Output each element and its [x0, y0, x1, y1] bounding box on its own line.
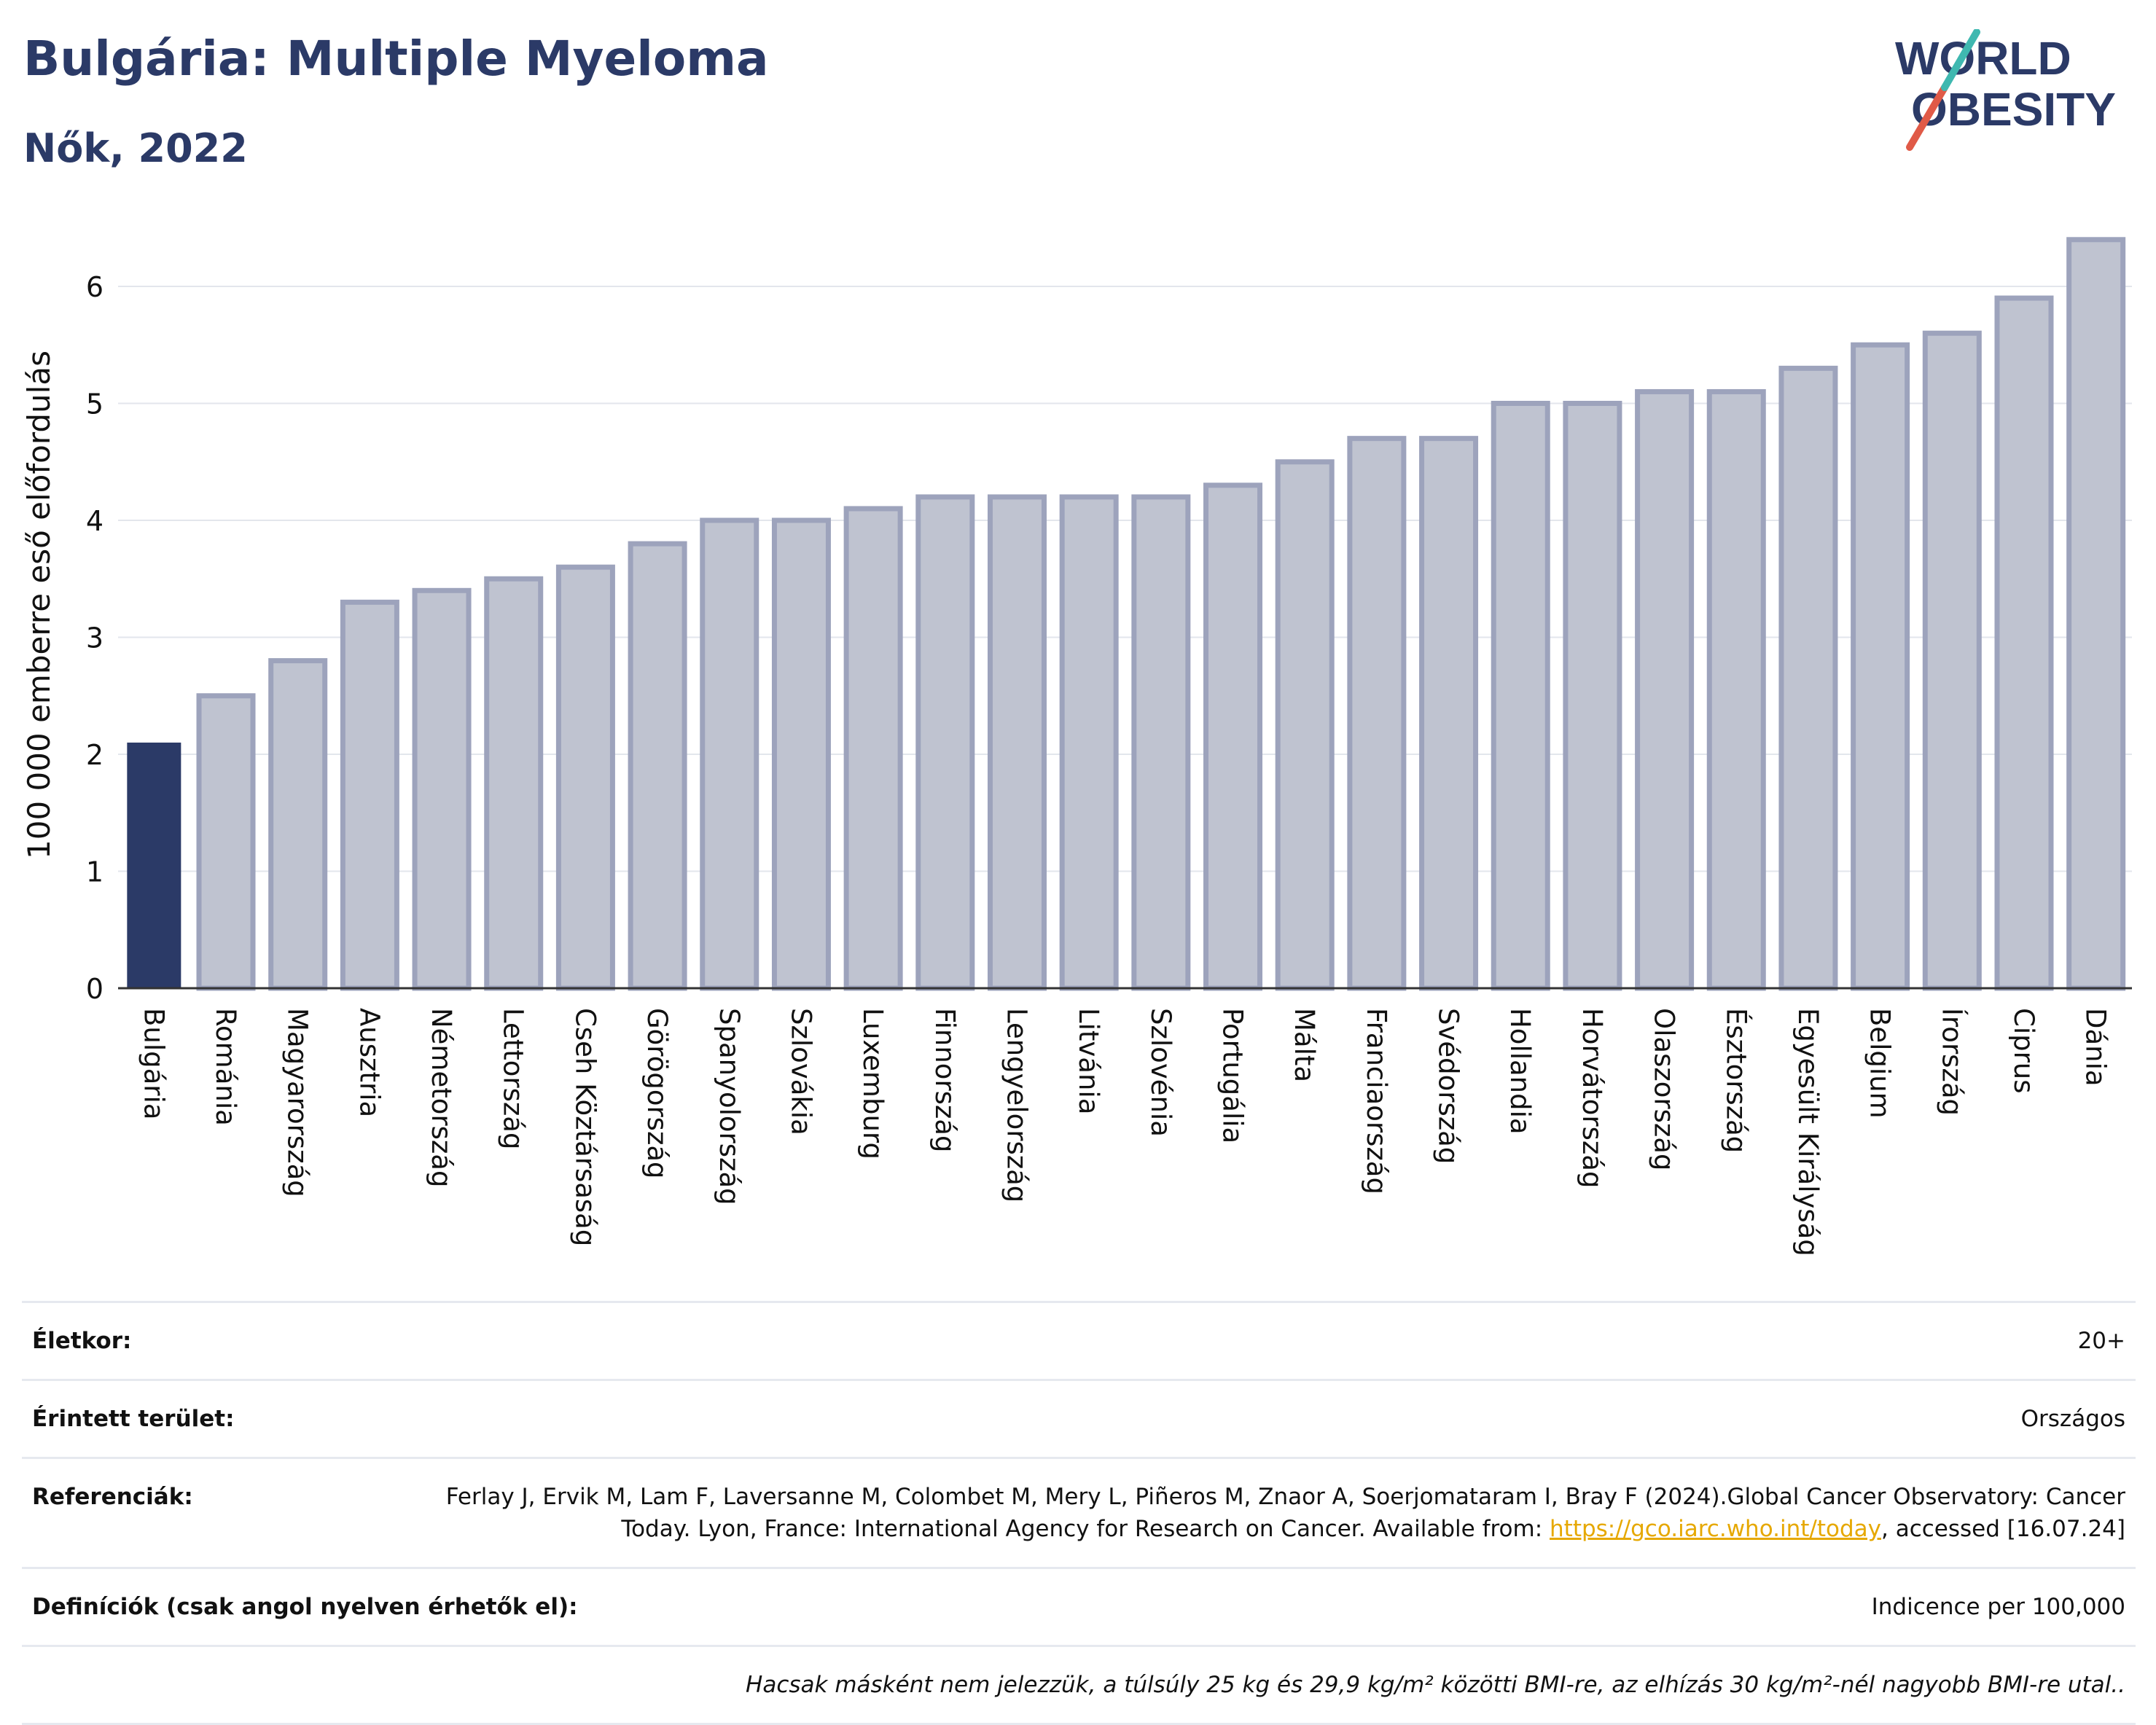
bar-12: [987, 494, 1047, 991]
x-tick-labels: Bulgária Románia Magyarország Ausztria Német…: [138, 1008, 2111, 1256]
bar-10: [843, 506, 903, 991]
bar-3: [340, 599, 399, 991]
x-tick-label: Észtország: [1720, 1008, 1752, 1153]
x-tick-label: Lengyelország: [1001, 1008, 1032, 1202]
bar-16: [1275, 459, 1335, 991]
x-tick-label: Dánia: [2080, 1008, 2112, 1087]
x-tick-label: Románia: [210, 1008, 241, 1126]
bar-14: [1131, 494, 1191, 991]
x-tick-label: Svédország: [1433, 1008, 1464, 1164]
age-label: Életkor:: [32, 1328, 132, 1354]
footnote: Hacsak másként nem jelezzük, a túlsúly 2…: [746, 1672, 2125, 1698]
bar-5: [484, 576, 544, 991]
x-tick-label: Írország: [1936, 1008, 1968, 1116]
age-value: 20+: [2077, 1328, 2125, 1354]
x-tick-label: Finnország: [929, 1008, 961, 1152]
bar-17: [1347, 436, 1407, 991]
bar-15: [1203, 482, 1263, 991]
x-tick-label: Horvátország: [1577, 1008, 1608, 1188]
bar-0: [127, 742, 181, 988]
x-tick-label: Spanyolország: [714, 1008, 745, 1205]
info-row-references: Referenciák: Ferlay J, Ervik M, Lam F, L…: [22, 1457, 2136, 1567]
bar-7: [628, 541, 687, 991]
definitions-value: Indicence per 100,000: [1871, 1594, 2125, 1620]
logo-slash-teal: [1941, 29, 1980, 91]
references-link[interactable]: https://gco.iarc.who.int/today: [1550, 1516, 1881, 1542]
bar-24: [1851, 342, 1910, 991]
y-axis-label: 100 000 emberre eső előfordulás: [21, 351, 57, 859]
bar-13: [1059, 494, 1119, 991]
x-tick-label: Lettország: [498, 1008, 529, 1149]
x-tick-label: Franciaország: [1361, 1008, 1392, 1194]
y-tick-labels: 0 1 2 3 4 5 6: [86, 271, 103, 1005]
y-tick-label: 4: [86, 505, 103, 537]
bar-2: [268, 658, 328, 991]
logo-text-world: WORLD: [1895, 32, 2071, 85]
bar-22: [1706, 388, 1766, 991]
bar-20: [1563, 401, 1622, 991]
x-tick-label: Belgium: [1864, 1008, 1896, 1119]
x-tick-label: Németország: [426, 1008, 457, 1187]
x-tick-label: Egyesült Királyság: [1792, 1008, 1824, 1256]
y-tick-label: 0: [86, 973, 103, 1005]
world-obesity-logo: WORLD OBESITY: [1895, 29, 2116, 151]
references-label: Referenciák:: [32, 1484, 193, 1510]
x-tick-label: Magyarország: [282, 1008, 313, 1197]
bar-chart: 0 1 2 3 4 5 6 Bulgária Románia Magyarország Auszt…: [21, 237, 2132, 1256]
bar-9: [771, 517, 831, 991]
references-text-2: , accessed [16.07.24]: [1880, 1516, 2125, 1542]
bar-6: [555, 564, 615, 991]
info-row-area: Érintett terület: Országos: [22, 1379, 2136, 1457]
bar-4: [412, 587, 472, 991]
x-tick-label: Hollandia: [1504, 1008, 1536, 1135]
references-text-1: Ferlay J, Ervik M, Lam F, Laversanne M, …: [445, 1484, 2125, 1542]
y-tick-label: 3: [86, 622, 103, 654]
y-tick-label: 6: [86, 271, 103, 303]
bar-19: [1491, 401, 1550, 991]
bar-26: [1994, 295, 2054, 991]
bar-25: [1922, 330, 1982, 991]
x-tick-label: Bulgária: [138, 1008, 169, 1119]
x-tick-label: Portugália: [1217, 1008, 1249, 1143]
bar-21: [1635, 388, 1695, 991]
bar-27: [2066, 237, 2126, 991]
x-tick-label: Olaszország: [1649, 1008, 1680, 1170]
bar-23: [1778, 365, 1838, 991]
x-tick-label: Ciprus: [2008, 1008, 2039, 1094]
x-tick-label: Litvánia: [1073, 1008, 1104, 1114]
info-row-definitions: Definíciók (csak angol nyelven érhetők e…: [22, 1567, 2136, 1645]
bar-18: [1419, 436, 1479, 991]
info-table: Életkor: 20+ Érintett terület: Országos …: [22, 1301, 2136, 1725]
bar-8: [700, 517, 759, 991]
area-value: Országos: [2020, 1406, 2125, 1432]
x-tick-label: Cseh Köztársaság: [569, 1008, 601, 1246]
x-tick-label: Málta: [1289, 1008, 1320, 1082]
bar-1: [196, 693, 256, 991]
x-tick-label: Görögország: [641, 1008, 673, 1179]
bars: [127, 237, 2126, 991]
y-tick-label: 1: [86, 856, 103, 888]
references-value: Ferlay J, Ervik M, Lam F, Laversanne M, …: [391, 1481, 2125, 1545]
x-tick-label: Luxemburg: [857, 1008, 888, 1159]
x-tick-label: Szlovákia: [785, 1008, 816, 1135]
y-tick-label: 5: [86, 388, 103, 421]
info-row-note: Hacsak másként nem jelezzük, a túlsúly 2…: [22, 1645, 2136, 1725]
info-row-age: Életkor: 20+: [22, 1301, 2136, 1379]
x-tick-label: Ausztria: [354, 1008, 385, 1117]
x-tick-label: Szlovénia: [1145, 1008, 1176, 1137]
page-subtitle: Nők, 2022: [23, 125, 248, 171]
logo-slash-red: [1906, 84, 1948, 151]
definitions-label: Definíciók (csak angol nyelven érhetők e…: [32, 1594, 578, 1620]
area-label: Érintett terület:: [32, 1406, 235, 1432]
y-tick-label: 2: [86, 739, 103, 771]
bar-11: [915, 494, 975, 991]
page-title: Bulgária: Multiple Myeloma: [23, 31, 769, 87]
